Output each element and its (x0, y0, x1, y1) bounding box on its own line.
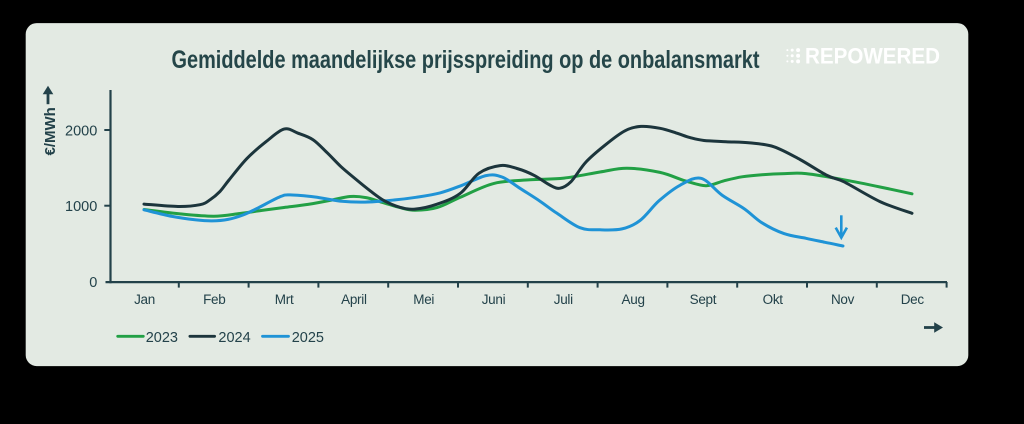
svg-text:Jan: Jan (134, 292, 155, 307)
svg-text:Aug: Aug (622, 292, 645, 307)
svg-text:Juni: Juni (482, 292, 506, 307)
svg-text:Sept: Sept (690, 292, 717, 307)
svg-text:Gemiddelde maandelijkse prijss: Gemiddelde maandelijkse prijsspreiding o… (172, 46, 761, 74)
svg-text:Mrt: Mrt (275, 292, 294, 307)
svg-text:Juli: Juli (554, 292, 573, 307)
svg-text:Feb: Feb (203, 292, 225, 307)
svg-text:2000: 2000 (65, 123, 97, 139)
svg-text:2023: 2023 (146, 330, 178, 346)
svg-text:Nov: Nov (831, 292, 855, 307)
svg-text:REPOWERED: REPOWERED (805, 44, 940, 69)
svg-text:0: 0 (89, 275, 97, 291)
svg-text:1000: 1000 (65, 199, 97, 215)
svg-text:2025: 2025 (292, 330, 324, 346)
svg-text:Okt: Okt (763, 292, 784, 307)
svg-text:April: April (341, 292, 367, 307)
svg-text:€/MWh: €/MWh (42, 107, 59, 155)
svg-text:2024: 2024 (218, 330, 250, 346)
svg-text:Mei: Mei (413, 292, 434, 307)
svg-text:Dec: Dec (901, 292, 925, 307)
